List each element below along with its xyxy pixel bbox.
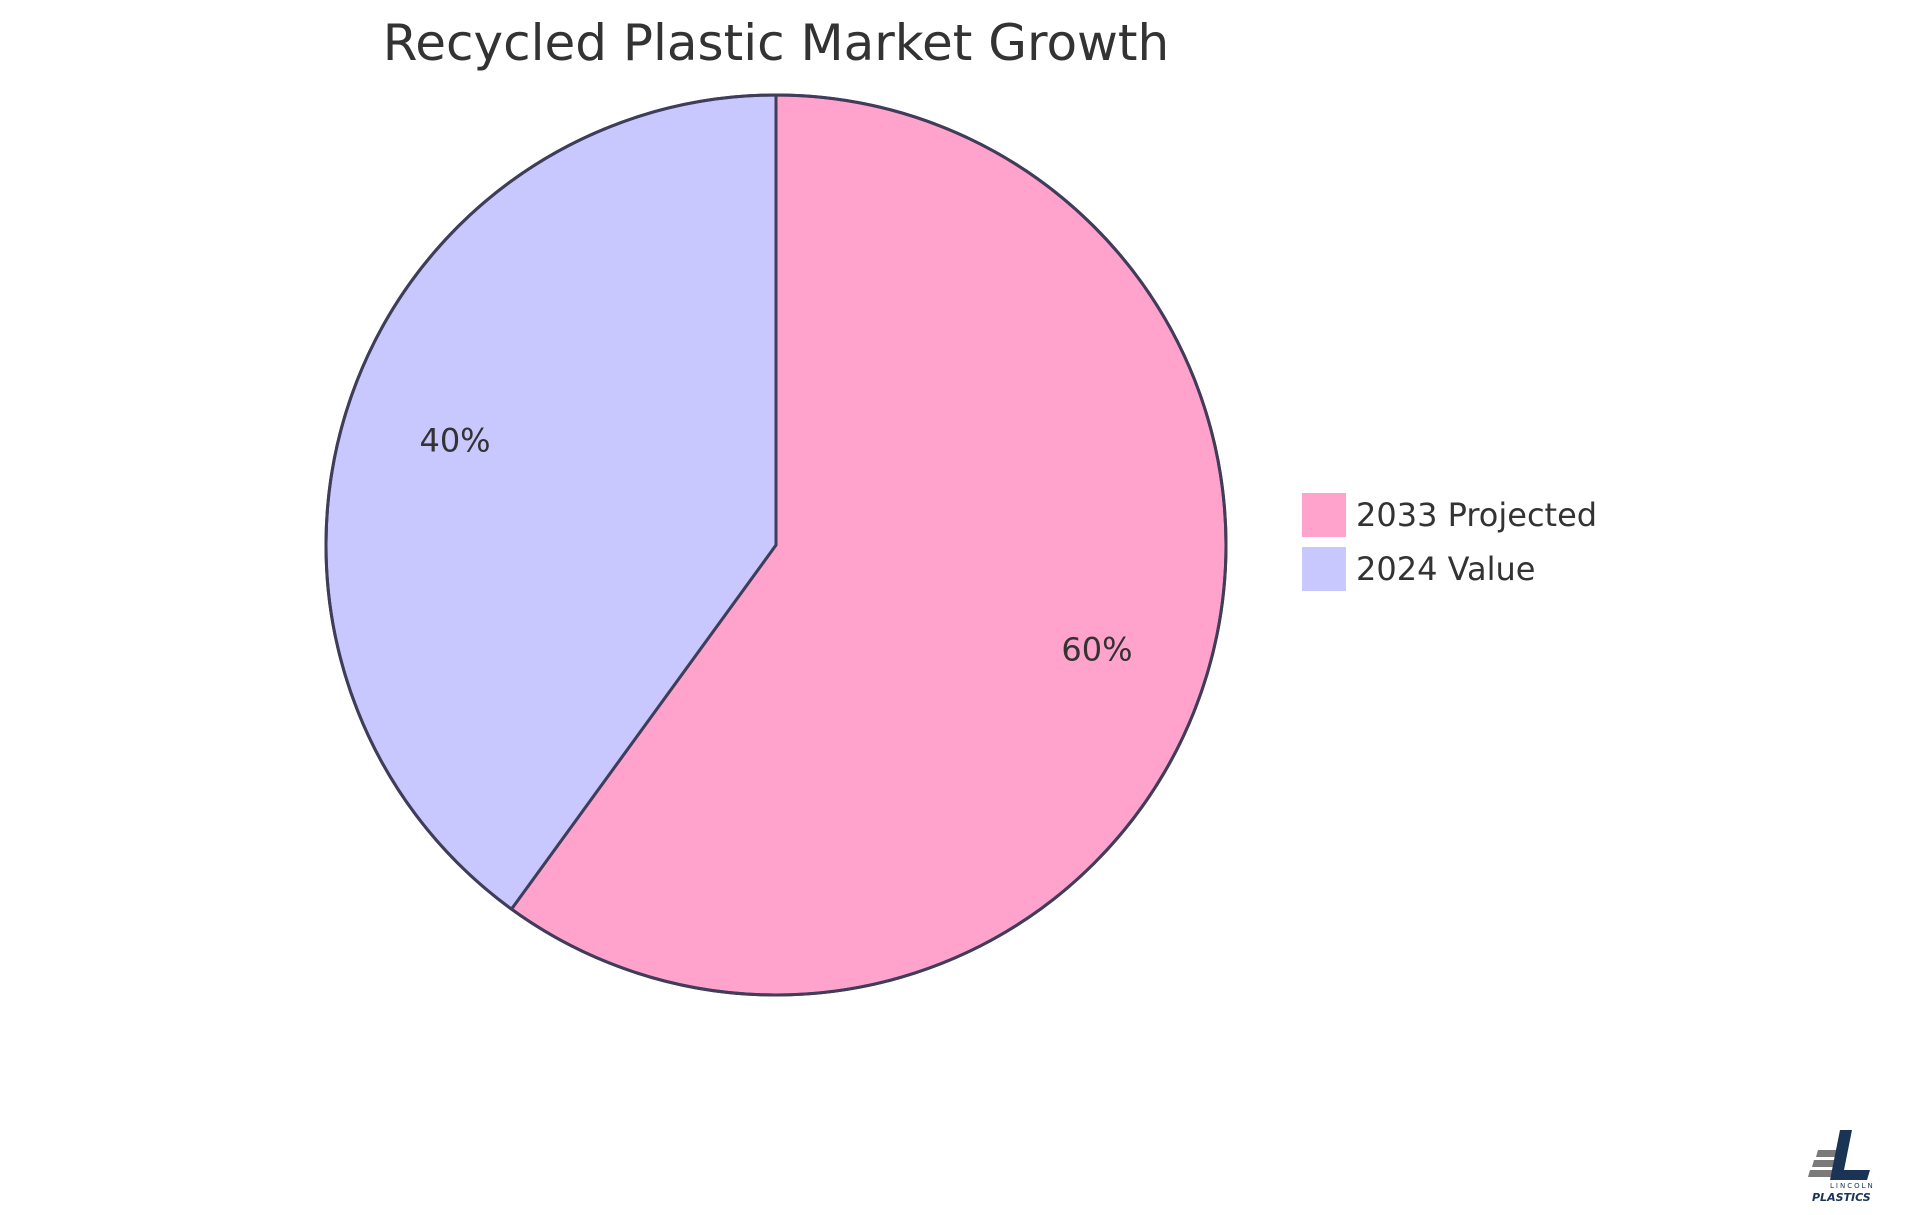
legend-label-0: 2033 Projected [1356, 496, 1597, 534]
legend: 2033 Projected 2024 Value [1302, 493, 1597, 591]
lincoln-plastics-logo: LINCOLN PLASTICS [1808, 1130, 1875, 1204]
logo-top-text: LINCOLN [1830, 1182, 1875, 1190]
legend-swatch-1 [1302, 547, 1346, 591]
pie-outline [324, 93, 1228, 997]
legend-swatch-0 [1302, 493, 1346, 537]
pie-slice-labels: 60% 40% [419, 422, 1132, 669]
pie-slice-label-0: 60% [1061, 630, 1132, 668]
pie-slices [324, 93, 1228, 997]
legend-label-1: 2024 Value [1356, 550, 1535, 588]
chart-title: Recycled Plastic Market Growth [383, 14, 1169, 72]
logo-bottom-text: PLASTICS [1812, 1191, 1871, 1204]
pie-slice-label-1: 40% [419, 422, 490, 460]
